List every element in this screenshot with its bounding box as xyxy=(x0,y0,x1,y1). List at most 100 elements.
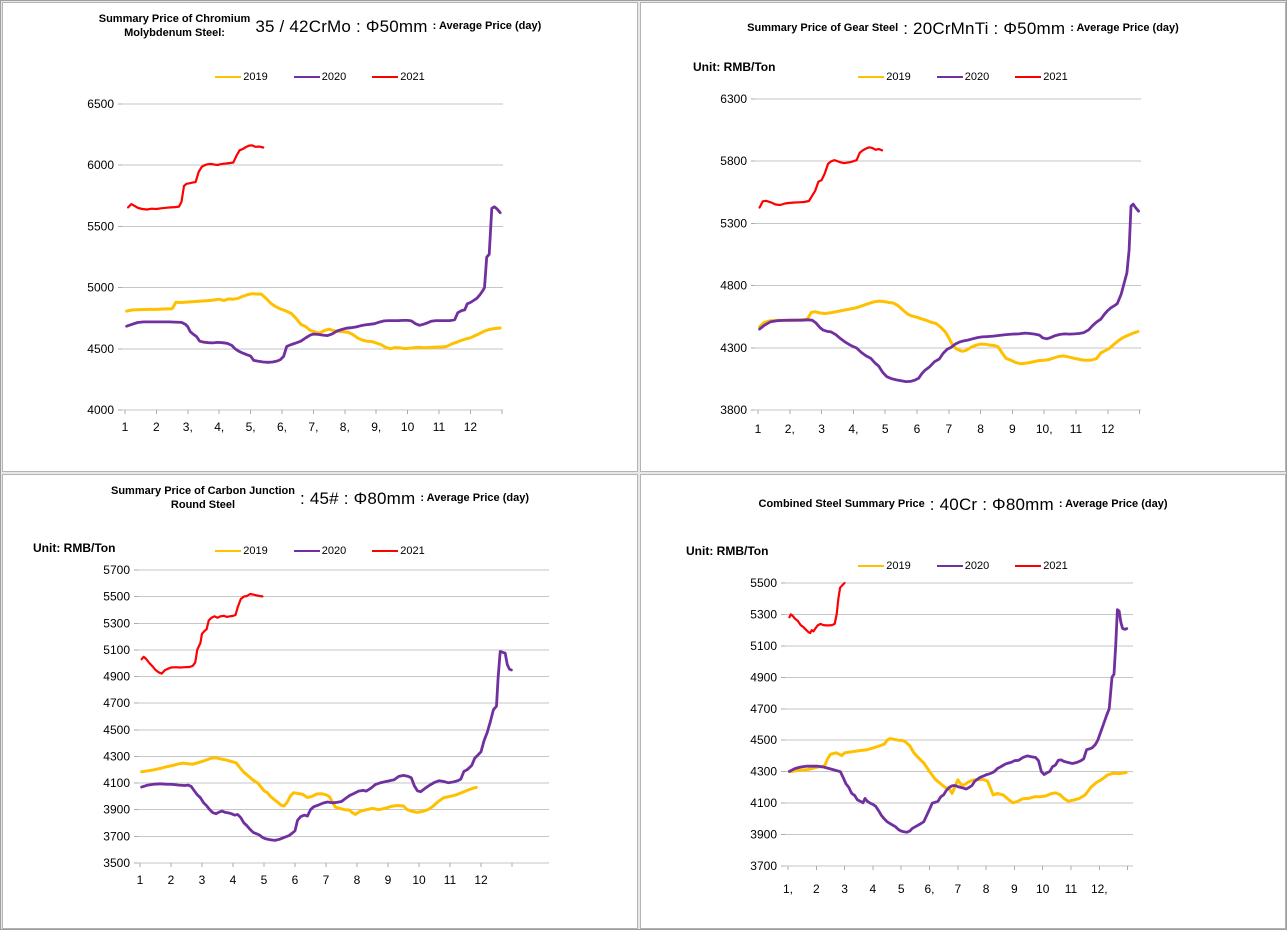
chart-title-prefix: Summary Price of Gear Steel xyxy=(747,22,899,35)
svg-text:12: 12 xyxy=(474,873,488,887)
svg-text:5000: 5000 xyxy=(87,281,114,295)
legend-item-2019: 2019 xyxy=(215,545,268,557)
unit-label: Unit: RMB/Ton xyxy=(693,60,776,74)
svg-text:4300: 4300 xyxy=(720,341,747,355)
chart-title-spec: 35 / 42CrMo : Φ50mm xyxy=(255,16,428,36)
chart-legend: 2019 2020 2021 xyxy=(3,71,637,83)
svg-text:1: 1 xyxy=(137,873,144,887)
svg-text:3: 3 xyxy=(818,422,825,436)
unit-label: Unit: RMB/Ton xyxy=(33,541,116,555)
svg-text:6300: 6300 xyxy=(720,92,747,106)
svg-text:3700: 3700 xyxy=(750,859,777,873)
svg-text:4700: 4700 xyxy=(103,696,130,710)
legend-label: 2020 xyxy=(321,545,347,557)
svg-text:5700: 5700 xyxy=(103,563,130,577)
svg-text:12: 12 xyxy=(464,420,478,434)
svg-text:7: 7 xyxy=(954,882,961,896)
chart-title-prefix: Summary Price of Chromium Molybdenum Ste… xyxy=(98,13,251,39)
legend-label: 2021 xyxy=(1043,71,1068,83)
chart-panel-gear-steel: Summary Price of Gear Steel : 20CrMnTi :… xyxy=(640,2,1286,472)
price-line-chart: 5700 5500 5300 5100 4900 4700 4500 4300 4100 3900… xyxy=(103,563,549,887)
svg-text:9: 9 xyxy=(385,873,392,887)
chart-title-spec: : 45# : Φ80mm xyxy=(299,488,416,508)
svg-text:10: 10 xyxy=(412,873,426,887)
chart-title-suffix: : Average Price (day) xyxy=(1070,22,1179,35)
svg-text:6,: 6, xyxy=(924,882,934,896)
svg-text:5500: 5500 xyxy=(87,219,114,233)
svg-text:4,: 4, xyxy=(848,422,858,436)
legend-item-2021: 2021 xyxy=(1015,71,1068,83)
svg-text:5800: 5800 xyxy=(720,154,747,168)
svg-text:3500: 3500 xyxy=(103,856,130,870)
svg-text:2: 2 xyxy=(153,420,160,434)
svg-text:3: 3 xyxy=(841,882,848,896)
svg-text:6000: 6000 xyxy=(87,158,114,172)
legend-item-2019: 2019 xyxy=(858,560,911,572)
chart-title-spec: : 20CrMnTi : Φ50mm xyxy=(903,19,1066,38)
svg-text:4: 4 xyxy=(870,882,877,896)
chart-title: Summary Price of Carbon Junction Round S… xyxy=(3,485,637,513)
legend-line-swatch xyxy=(936,565,963,567)
svg-text:5: 5 xyxy=(261,873,268,887)
svg-text:5500: 5500 xyxy=(103,590,130,604)
svg-text:1,: 1, xyxy=(783,882,793,896)
svg-text:11: 11 xyxy=(1065,882,1078,896)
legend-line-swatch xyxy=(293,550,320,552)
legend-line-swatch xyxy=(936,76,963,78)
legend-item-2020: 2020 xyxy=(936,71,990,83)
svg-text:4500: 4500 xyxy=(750,733,777,747)
legend-label: 2019 xyxy=(243,545,268,557)
legend-line-swatch xyxy=(372,76,399,78)
svg-text:4: 4 xyxy=(230,873,237,887)
chart-legend: 2019 2020 2021 xyxy=(641,560,1285,572)
svg-text:4900: 4900 xyxy=(750,670,777,684)
svg-text:2: 2 xyxy=(813,882,820,896)
svg-text:12,: 12, xyxy=(1091,882,1108,896)
svg-text:5300: 5300 xyxy=(720,216,747,230)
svg-text:4000: 4000 xyxy=(87,403,114,417)
chart-title-prefix: Summary Price of Carbon Junction Round S… xyxy=(111,485,295,511)
svg-text:9: 9 xyxy=(1011,882,1018,896)
svg-text:9,: 9, xyxy=(371,420,381,434)
svg-text:10,: 10, xyxy=(1036,422,1053,436)
legend-line-swatch xyxy=(858,76,885,78)
chart-title-spec: : 40Cr : Φ80mm xyxy=(929,495,1054,514)
svg-text:4800: 4800 xyxy=(720,279,747,293)
svg-text:6: 6 xyxy=(914,422,921,436)
price-line-chart: 6300 5800 5300 4800 4300 3800 1 2, 3 4, 5 6 7 8 9 10, 11… xyxy=(720,92,1141,436)
legend-line-swatch xyxy=(858,565,885,567)
svg-text:4100: 4100 xyxy=(750,796,777,810)
chart-title-suffix: : Average Price (day) xyxy=(420,491,529,504)
svg-text:4700: 4700 xyxy=(750,702,777,716)
svg-text:1: 1 xyxy=(755,422,762,436)
svg-text:1: 1 xyxy=(122,420,129,434)
chart-title-prefix: Combined Steel Summary Price xyxy=(758,498,925,511)
svg-text:5100: 5100 xyxy=(750,639,777,653)
svg-text:3700: 3700 xyxy=(103,829,130,843)
svg-text:7,: 7, xyxy=(308,420,318,434)
unit-label: Unit: RMB/Ton xyxy=(686,544,769,558)
chart-panel-combined-steel: Combined Steel Summary Price : 40Cr : Φ8… xyxy=(640,474,1286,929)
legend-item-2021: 2021 xyxy=(1015,560,1068,572)
legend-item-2021: 2021 xyxy=(372,71,425,83)
legend-label: 2021 xyxy=(400,71,425,83)
legend-label: 2019 xyxy=(886,560,911,572)
svg-text:4300: 4300 xyxy=(750,765,777,779)
svg-text:4,: 4, xyxy=(214,420,224,434)
svg-text:4500: 4500 xyxy=(87,342,114,356)
price-line-chart: 5500 5300 5100 4900 4700 4500 4300 4100 3900 3700… xyxy=(750,576,1133,896)
legend-item-2021: 2021 xyxy=(372,545,425,557)
svg-text:5100: 5100 xyxy=(103,643,130,657)
svg-text:7: 7 xyxy=(945,422,952,436)
svg-text:4900: 4900 xyxy=(103,670,130,684)
svg-text:6,: 6, xyxy=(277,420,287,434)
legend-line-swatch xyxy=(215,76,242,78)
svg-text:5: 5 xyxy=(898,882,905,896)
legend-label: 2020 xyxy=(964,71,990,83)
svg-text:11: 11 xyxy=(444,873,457,887)
svg-text:4500: 4500 xyxy=(103,723,130,737)
chart-title-suffix: : Average Price (day) xyxy=(1058,498,1168,511)
svg-text:10: 10 xyxy=(1036,882,1050,896)
